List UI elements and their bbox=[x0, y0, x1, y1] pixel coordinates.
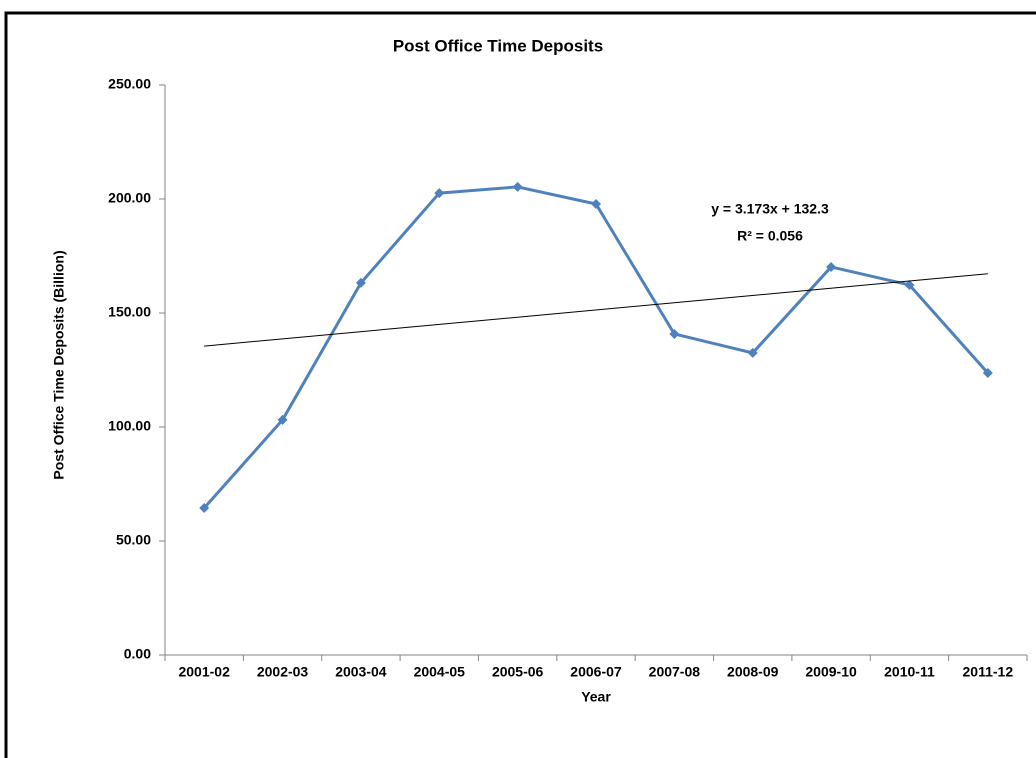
trendline bbox=[204, 273, 988, 347]
data-line bbox=[203, 185, 989, 509]
x-tick-label: 2008-09 bbox=[727, 664, 779, 680]
data-marker bbox=[982, 367, 993, 378]
y-tick-label: 0.00 bbox=[124, 646, 151, 662]
x-tick-label: 2003-04 bbox=[335, 664, 387, 680]
x-tick-label: 2009-10 bbox=[805, 664, 857, 680]
x-axis-label: Year bbox=[581, 689, 611, 705]
data-marker bbox=[669, 328, 680, 339]
chart-frame bbox=[4, 11, 1036, 758]
x-tick-label: 2005-06 bbox=[492, 664, 544, 680]
data-marker bbox=[826, 261, 837, 272]
x-tick-label: 2006-07 bbox=[570, 664, 622, 680]
y-tick-label: 100.00 bbox=[108, 418, 151, 434]
data-marker bbox=[747, 347, 758, 358]
y-tick-label: 200.00 bbox=[108, 190, 151, 206]
x-tick-label: 2011-12 bbox=[963, 664, 1014, 680]
data-marker bbox=[355, 277, 366, 288]
x-tick-label: 2004-05 bbox=[414, 664, 466, 680]
x-tick-label: 2002-03 bbox=[257, 664, 309, 680]
data-marker bbox=[904, 279, 915, 290]
x-tick-label: 2007-08 bbox=[649, 664, 701, 680]
data-marker bbox=[199, 502, 210, 513]
y-axis-label: Post Office Time Deposits (Billion) bbox=[51, 250, 67, 479]
y-tick-label: 50.00 bbox=[116, 532, 151, 548]
x-tick-label: 2001-02 bbox=[178, 664, 230, 680]
data-marker bbox=[277, 414, 288, 425]
data-marker bbox=[512, 181, 523, 192]
trendline-r2: R² = 0.056 bbox=[737, 228, 803, 244]
trendline-equation: y = 3.173x + 132.3 bbox=[711, 201, 829, 217]
y-tick-label: 150.00 bbox=[108, 304, 151, 320]
x-tick-label: 2010-11 bbox=[884, 664, 935, 680]
data-marker bbox=[434, 188, 445, 199]
y-tick-label: 250.00 bbox=[108, 76, 151, 92]
chart-title: Post Office Time Deposits bbox=[393, 36, 603, 55]
data-marker bbox=[591, 199, 601, 210]
